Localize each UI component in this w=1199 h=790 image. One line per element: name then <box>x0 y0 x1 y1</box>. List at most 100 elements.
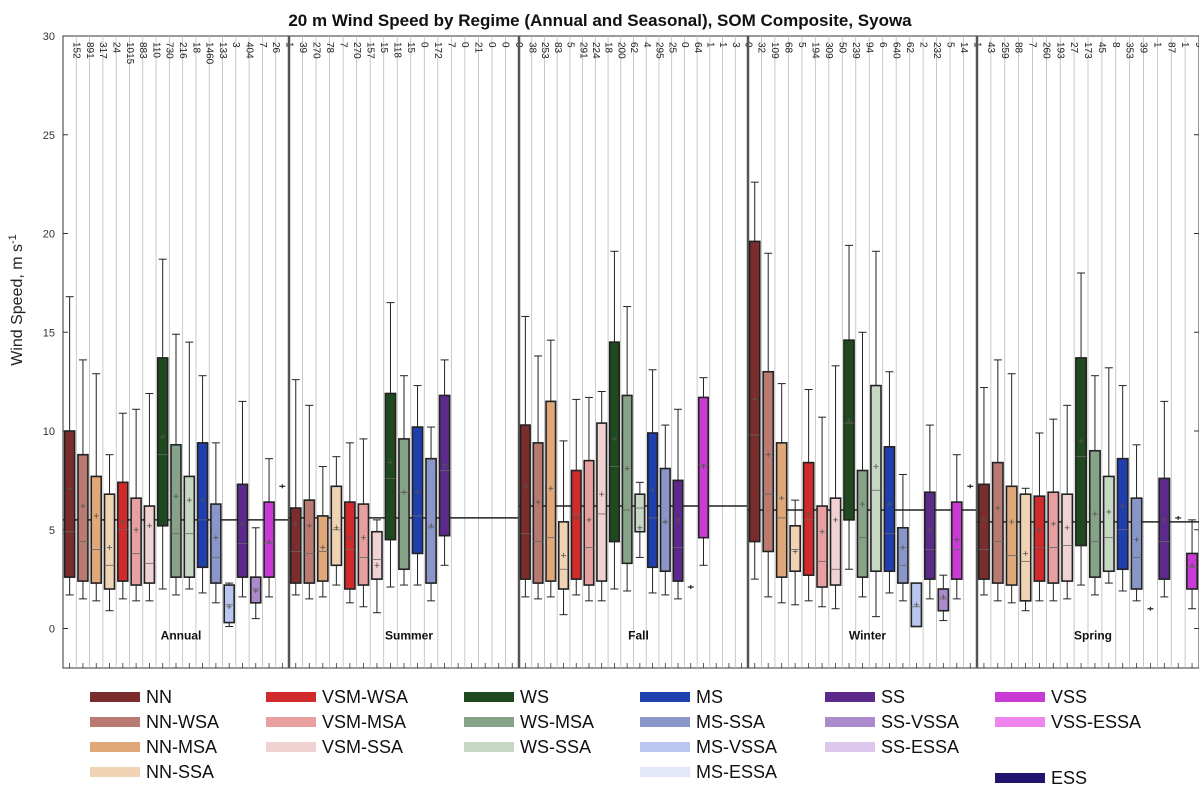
box-iqr <box>77 453 89 582</box>
y-axis-label-sup: -1 <box>7 234 19 244</box>
sample-count: 260 <box>1040 42 1051 59</box>
sample-count: 291 <box>577 42 588 59</box>
box-iqr <box>775 442 788 578</box>
legend-item-ess: ESS <box>995 767 1087 789</box>
legend-swatch <box>464 742 514 752</box>
box-ms-vssa <box>223 582 235 628</box>
legend-item-nn-msa: NN-MSA <box>90 736 217 758</box>
sample-count: 83 <box>552 42 563 54</box>
box-ws-msa <box>170 333 182 596</box>
sample-count: 133 <box>217 42 228 59</box>
sample-count: 317 <box>97 42 108 59</box>
sample-count: 270 <box>351 42 362 59</box>
box-iqr <box>621 394 633 565</box>
sample-count: 152 <box>71 42 82 59</box>
sample-count: 15 <box>378 42 389 54</box>
box-vsm-ssa <box>143 392 156 602</box>
box-ss <box>924 424 936 600</box>
sample-count: 200 <box>615 42 626 59</box>
sample-count: 172 <box>432 42 443 59</box>
box-nn-msa <box>316 466 329 598</box>
sample-count: 883 <box>137 42 148 59</box>
box-iqr <box>634 493 646 533</box>
box-ms-ssa <box>1130 444 1143 602</box>
box-ws <box>843 244 855 570</box>
sample-count: 62 <box>628 42 639 54</box>
y-tick-label: 10 <box>43 426 55 438</box>
box-nn-wsa <box>303 404 316 600</box>
box-vsm-msa <box>816 416 828 608</box>
box-iqr <box>843 339 855 521</box>
sample-count: 1 <box>704 42 715 48</box>
box-vsm-msa <box>130 408 142 602</box>
sample-count: 62 <box>904 42 915 54</box>
sample-count: 1460 <box>204 42 215 65</box>
box-iqr <box>532 442 544 584</box>
box-iqr <box>210 503 222 584</box>
legend-label: VSM-SSA <box>322 736 404 757</box>
box-iqr <box>1075 357 1088 547</box>
box-ms <box>196 375 209 594</box>
legend-item-ss-vssa: SS-VSSA <box>825 711 959 733</box>
legend-label: MS <box>696 686 723 707</box>
box-ss <box>236 400 249 598</box>
sample-count: 2 <box>917 42 928 48</box>
sample-count: 239 <box>850 42 861 59</box>
sample-count: 1 <box>717 42 728 48</box>
box-ss <box>1158 400 1171 598</box>
box-vsm-ssa <box>371 519 383 614</box>
box-iqr <box>236 483 249 578</box>
legend-label: MS-SSA <box>696 711 766 732</box>
box-nn <box>748 181 761 580</box>
box-iqr <box>672 479 684 582</box>
box-iqr <box>856 469 869 578</box>
legend-swatch <box>825 692 875 702</box>
sample-count: 38 <box>526 42 537 54</box>
sample-count: 88 <box>1013 42 1024 54</box>
legend-item-ws-ssa: WS-SSA <box>464 736 591 758</box>
box-vss <box>950 454 963 600</box>
sample-count: 8 <box>1110 42 1121 48</box>
legend-swatch <box>90 692 140 702</box>
box-ws-msa <box>621 306 633 592</box>
sample-count: 0 <box>679 42 690 48</box>
box-iqr <box>384 392 397 541</box>
box-ms-ssa <box>897 473 909 602</box>
sample-count: 0 <box>419 42 430 48</box>
box-iqr <box>357 503 370 586</box>
y-tick-label: 20 <box>43 229 55 241</box>
box-iqr <box>63 430 76 578</box>
sample-count: 109 <box>769 42 780 59</box>
sample-count: 6 <box>877 42 888 48</box>
sample-count: 7 <box>337 42 348 48</box>
box-nn-ssa <box>330 456 343 586</box>
sample-count: 110 <box>150 42 161 58</box>
svg-text:Wind Speed, m s-1: Wind Speed, m s-1 <box>7 234 26 366</box>
legend-label: WS-SSA <box>520 736 592 757</box>
sample-count: 5 <box>796 42 807 48</box>
box-iqr <box>596 422 608 582</box>
legend-item-nn-wsa: NN-WSA <box>90 711 219 733</box>
legend-swatch <box>90 767 140 777</box>
box-ws <box>384 302 397 588</box>
sample-count: 0 <box>500 42 511 48</box>
sample-count: 3 <box>730 42 741 48</box>
sample-count: 9 <box>1193 42 1199 48</box>
legend-label: VSM-WSA <box>322 686 409 707</box>
legend-swatch <box>640 742 690 752</box>
legend-label: NN-SSA <box>146 761 215 782</box>
legend-swatch <box>825 717 875 727</box>
legend-label: SS-VSSA <box>881 711 960 732</box>
legend-item-vss: VSS <box>995 686 1087 708</box>
box-iqr <box>762 370 775 553</box>
box-vsm-msa <box>1047 418 1060 602</box>
box-ss-vssa <box>687 585 694 590</box>
box-iqr <box>170 444 182 578</box>
sample-count: 43 <box>985 42 996 54</box>
box-nn-msa <box>545 339 557 598</box>
sample-count: 24 <box>111 42 122 54</box>
sample-count: 15 <box>405 42 416 54</box>
legend-swatch <box>640 692 690 702</box>
sample-count: 3 <box>230 42 241 48</box>
box-iqr <box>398 438 410 571</box>
